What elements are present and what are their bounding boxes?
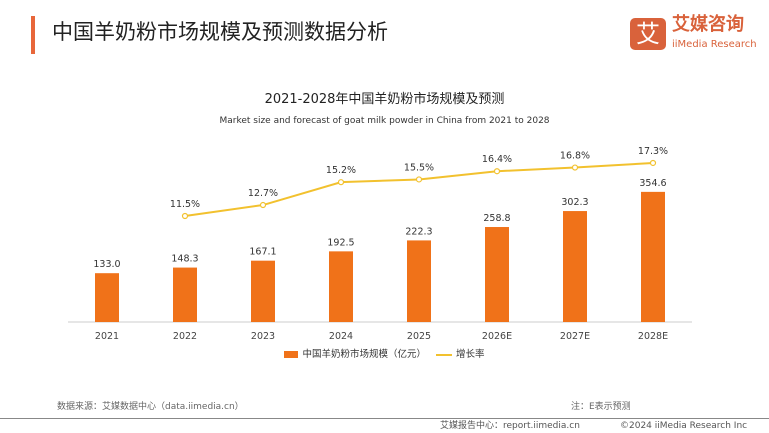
footer-divider xyxy=(0,418,769,419)
growth-point xyxy=(181,212,189,220)
bar xyxy=(173,267,197,322)
x-tick-label: 2022 xyxy=(173,331,197,342)
legend: 中国羊奶粉市场规模（亿元） 增长率 xyxy=(0,349,769,361)
copyright: ©2024 iiMedia Research Inc xyxy=(620,421,748,431)
x-tick-label: 2021 xyxy=(95,331,119,342)
growth-point xyxy=(493,168,501,175)
bar-label: 192.5 xyxy=(327,237,354,248)
bar-label: 167.1 xyxy=(249,247,276,258)
report-center-link[interactable]: 艾媒报告中心：report.iimedia.cn xyxy=(440,421,580,431)
legend-line-swatch xyxy=(436,353,452,356)
bar xyxy=(95,273,119,322)
forecast-note: 注：E表示预测 xyxy=(571,402,631,412)
x-tick-label: 2025 xyxy=(407,331,431,342)
growth-label: 15.2% xyxy=(326,165,356,176)
x-tick-label: 2026E xyxy=(482,331,512,342)
bar-label: 302.3 xyxy=(561,197,588,208)
bar-label: 258.8 xyxy=(483,213,510,224)
legend-line-label: 增长率 xyxy=(456,349,485,360)
x-tick-label: 2023 xyxy=(251,331,275,342)
growth-label: 16.8% xyxy=(560,151,590,162)
logo-icon: 艾 xyxy=(630,18,666,50)
x-tick-label: 2024 xyxy=(329,331,353,342)
page-title: 中国羊奶粉市场规模及预测数据分析 xyxy=(52,20,388,44)
growth-label: 17.3% xyxy=(638,146,668,157)
growth-point xyxy=(649,159,657,167)
bar-label: 222.3 xyxy=(405,226,432,237)
bar xyxy=(563,211,587,322)
bar xyxy=(251,260,275,322)
legend-bar-swatch xyxy=(284,351,299,358)
bar-label: 133.0 xyxy=(93,259,120,270)
growth-label: 12.7% xyxy=(248,188,278,199)
growth-label: 11.5% xyxy=(170,199,200,210)
x-tick-label: 2027E xyxy=(560,331,590,342)
bar xyxy=(329,251,353,322)
bar xyxy=(485,227,509,322)
growth-point xyxy=(415,176,423,183)
bar xyxy=(641,191,665,322)
growth-point xyxy=(259,201,267,209)
growth-point xyxy=(571,164,579,171)
chart-subtitle: Market size and forecast of goat milk po… xyxy=(219,116,550,126)
chart-title: 2021-2028年中国羊奶粉市场规模及预测 xyxy=(264,92,505,107)
data-source: 数据来源：艾媒数据中心（data.iimedia.cn） xyxy=(57,402,244,412)
legend-bar-label: 中国羊奶粉市场规模（亿元） xyxy=(302,349,426,360)
title-accent-bar xyxy=(31,16,35,54)
logo-subtext: iiMedia Research xyxy=(672,39,757,50)
bar xyxy=(407,240,431,322)
x-tick-label: 2028E xyxy=(638,331,668,342)
logo-text: 艾媒咨询 xyxy=(672,14,744,35)
bar-label: 354.6 xyxy=(639,178,666,189)
growth-point xyxy=(337,179,345,186)
growth-label: 15.5% xyxy=(404,162,434,173)
bar-label: 148.3 xyxy=(171,254,198,265)
growth-label: 16.4% xyxy=(482,154,512,165)
